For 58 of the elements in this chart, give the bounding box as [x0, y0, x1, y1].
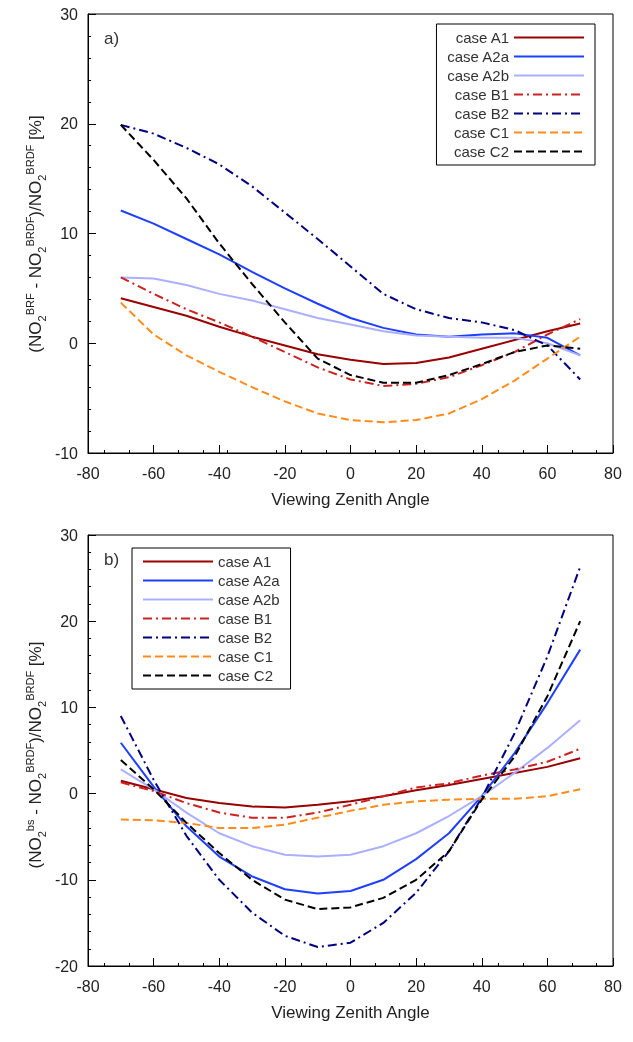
line-series	[119, 788, 582, 830]
annotation: b)	[104, 550, 120, 569]
x-tick-label: -40	[207, 977, 231, 995]
line-series	[119, 719, 582, 858]
legend-label: case A1	[218, 553, 272, 570]
y-tick-label: 20	[60, 115, 79, 133]
x-tick-label: 40	[472, 977, 491, 995]
line-series	[119, 209, 582, 357]
legend-label: case C2	[218, 667, 274, 684]
x-tick-label: 60	[538, 977, 557, 995]
x-tick-label: -80	[76, 977, 100, 995]
x-axis-title: Viewing Zenith Angle	[271, 1003, 430, 1022]
legend-label: case A1	[455, 29, 509, 46]
y-tick-label: 30	[60, 526, 79, 544]
y-tick-label: 30	[60, 5, 79, 23]
x-tick-label: -60	[142, 464, 166, 482]
y-tick-label: -10	[54, 871, 79, 889]
x-tick-label: 40	[472, 464, 491, 482]
legend-label: case A2a	[218, 572, 281, 589]
x-tick-label: -80	[76, 464, 100, 482]
line-series	[119, 297, 582, 366]
legend-label: case C2	[453, 143, 509, 160]
legend-label: case B2	[454, 105, 509, 122]
line-series	[119, 565, 582, 949]
annotation: a)	[104, 29, 120, 48]
x-tick-label: 0	[346, 464, 356, 482]
x-tick-label: -20	[273, 464, 297, 482]
legend-label: case A2b	[447, 67, 509, 84]
x-tick-label: 0	[346, 977, 356, 995]
legend-label: case B1	[218, 610, 273, 627]
legend-label: case B2	[218, 629, 273, 646]
y-tick-label: 10	[60, 225, 79, 242]
x-tick-label: -40	[207, 464, 231, 482]
line-series	[119, 747, 582, 819]
x-axis-title: Viewing Zenith Angle	[271, 490, 430, 509]
y-tick-label: -20	[54, 957, 79, 975]
y-tick-label: 0	[69, 334, 79, 352]
line-series	[119, 276, 582, 388]
y-tick-label: 0	[69, 785, 79, 803]
line-series	[119, 757, 582, 809]
x-tick-label: -20	[273, 977, 297, 995]
x-tick-label: 80	[604, 977, 622, 995]
legend-label: case B1	[454, 86, 509, 103]
y-tick-label: 20	[60, 612, 79, 630]
y-tick-label: -10	[54, 444, 79, 462]
x-tick-label: 20	[407, 464, 426, 482]
legend-label: case A2a	[447, 48, 510, 65]
line-series	[119, 648, 582, 895]
legend-label: case C1	[218, 648, 274, 665]
legend-label: case A2b	[218, 591, 280, 608]
line-series	[119, 276, 582, 357]
y-tick-label: 10	[60, 698, 79, 716]
x-tick-label: 20	[407, 977, 426, 995]
x-tick-label: 60	[538, 464, 557, 482]
x-tick-label: 80	[604, 464, 622, 482]
line-series	[119, 301, 582, 424]
legend-label: case C1	[453, 124, 509, 141]
x-tick-label: -60	[142, 977, 166, 995]
